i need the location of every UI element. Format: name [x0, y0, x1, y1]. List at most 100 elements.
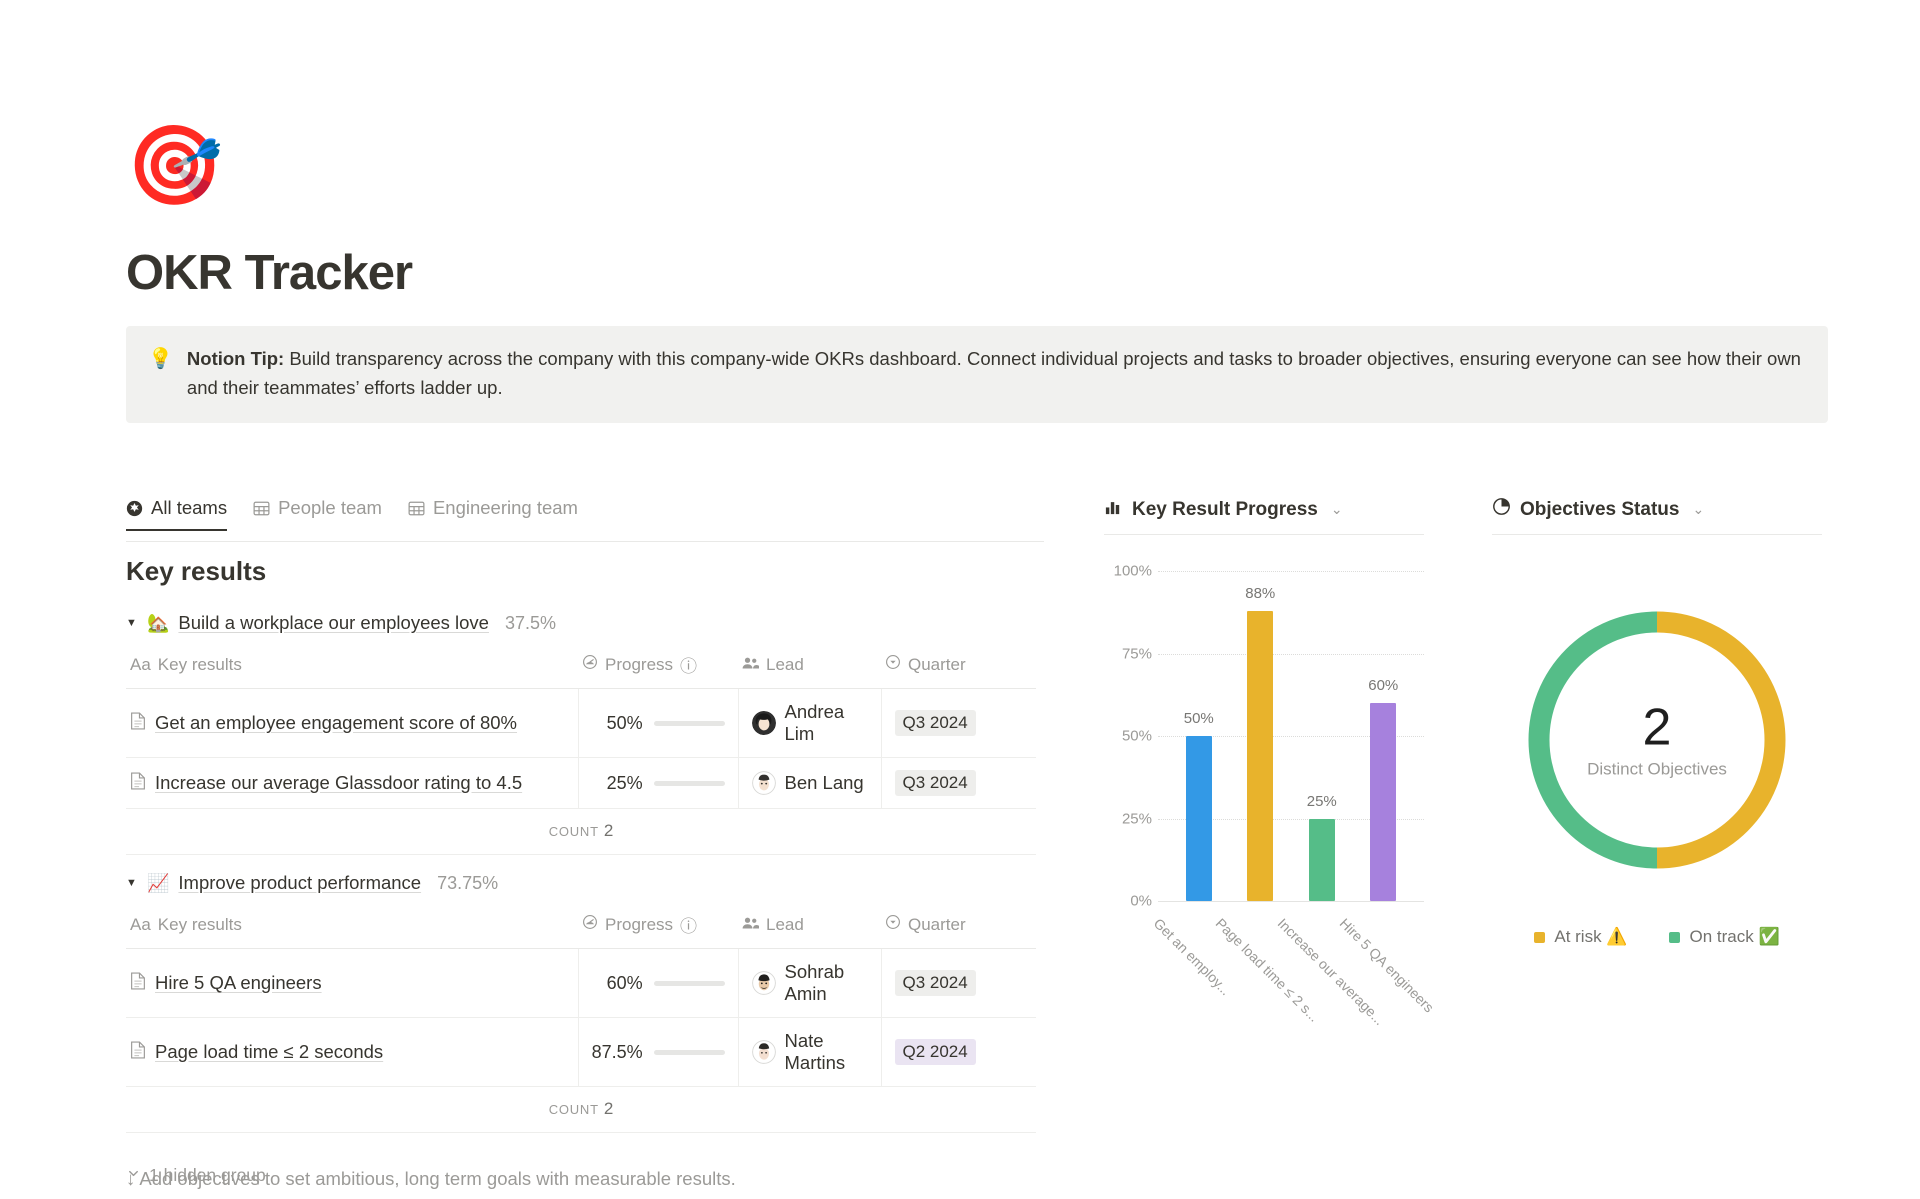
bar-item[interactable]: 88%: [1245, 571, 1275, 901]
cell-key-result[interactable]: Get an employee engagement score of 80%: [126, 688, 579, 758]
count-value: 2: [603, 1099, 614, 1118]
donut-chart: 2 Distinct Objectives: [1492, 575, 1822, 905]
lightbulb-icon: 💡: [148, 348, 173, 370]
cell-lead[interactable]: Sohrab Amin: [738, 948, 882, 1018]
cell-progress[interactable]: 87.5%: [578, 1017, 739, 1087]
table-row[interactable]: Increase our average Glassdoor rating to…: [126, 757, 1036, 809]
y-tick-label: 25%: [1121, 810, 1152, 827]
bar-series: 50% 88% 25% 60%: [1158, 571, 1424, 901]
count-label: COUNT: [548, 1102, 599, 1117]
cell-lead[interactable]: Nate Martins: [738, 1017, 882, 1087]
count-value: 2: [603, 821, 614, 840]
add-objectives-hint[interactable]: ↓ Add objectives to set ambitious, long …: [126, 1168, 736, 1189]
chevron-down-icon[interactable]: ⌄: [1692, 501, 1705, 517]
cell-quarter[interactable]: Q3 2024: [881, 757, 1036, 809]
column-header-progress[interactable]: Progress ⓘ: [578, 646, 738, 689]
progress-label: 60%: [606, 972, 643, 993]
table-icon: [408, 500, 425, 517]
legend-item-at-risk[interactable]: At risk ⚠️: [1534, 927, 1627, 947]
donut-chart-header[interactable]: Objectives Status ⌄: [1492, 497, 1822, 535]
column-label: Quarter: [908, 914, 966, 934]
avatar: [751, 711, 776, 735]
key-result-title[interactable]: Hire 5 QA engineers: [155, 972, 322, 993]
legend-item-on-track[interactable]: On track ✅: [1669, 927, 1780, 947]
group-name[interactable]: Improve product performance: [178, 872, 422, 893]
legend-swatch-on-track: [1669, 931, 1681, 943]
group-table-1: Aa Key results Progress ⓘ Lead Quarter Get…: [126, 646, 1036, 809]
group-header-build-a-workplace[interactable]: ▼ 🏡 Build a workplace our employees love…: [126, 605, 1036, 641]
key-results-heading: Key results: [126, 556, 267, 586]
table-row[interactable]: Page load time ≤ 2 seconds 87.5% Nate Ma…: [126, 1017, 1036, 1087]
chevron-down-icon[interactable]: ▼: [126, 877, 137, 889]
column-header-quarter[interactable]: Quarter: [881, 906, 1036, 949]
column-header-quarter[interactable]: Quarter: [881, 646, 1036, 689]
quarter-badge: Q3 2024: [894, 710, 976, 736]
bar-value-label: 50%: [1183, 710, 1214, 727]
donut-chart-title: Objectives Status: [1520, 498, 1680, 520]
callout-body: Build transparency across the company wi…: [186, 348, 1801, 398]
lead-name: Sohrab Amin: [784, 961, 845, 1004]
tab-all-teams[interactable]: All teams: [126, 497, 228, 531]
text-type-icon: Aa: [130, 654, 151, 674]
hidden-group-toggle[interactable]: 1 hidden group: [126, 1165, 1036, 1186]
group-header-improve-product-performance[interactable]: ▼ 📈 Improve product performance 73.75%: [126, 865, 1036, 901]
key-result-title[interactable]: Get an employee engagement score of 80%: [155, 712, 518, 733]
legend-label: At risk ⚠️: [1554, 927, 1628, 946]
objectives-status-block: Objectives Status ⌄ 2 Distinct Objective…: [1492, 497, 1822, 947]
bar-value-label: 60%: [1368, 677, 1399, 694]
tab-label: All teams: [151, 497, 228, 518]
chevron-down-icon[interactable]: ▼: [126, 617, 137, 629]
tab-people-team[interactable]: People team: [253, 497, 382, 530]
cell-progress[interactable]: 60%: [578, 948, 739, 1018]
people-icon: [742, 655, 759, 675]
people-icon: [742, 915, 759, 935]
column-header-key-results[interactable]: Aa Key results: [126, 646, 578, 689]
donut-center-value: 2: [1642, 698, 1672, 757]
page-title: OKR Tracker: [126, 246, 413, 300]
cell-progress[interactable]: 25%: [578, 757, 739, 809]
group-name[interactable]: Build a workplace our employees love: [178, 612, 489, 633]
info-icon[interactable]: ⓘ: [680, 917, 698, 936]
cell-quarter[interactable]: Q3 2024: [881, 688, 1036, 758]
y-tick-label: 75%: [1121, 645, 1152, 662]
pie-chart-icon: [1492, 497, 1511, 522]
bar-item[interactable]: 60%: [1368, 571, 1399, 901]
legend-swatch-at-risk: [1534, 931, 1546, 943]
bar-item[interactable]: 25%: [1307, 571, 1337, 901]
table-row[interactable]: Get an employee engagement score of 80% …: [126, 688, 1036, 758]
column-header-key-results[interactable]: Aa Key results: [126, 906, 578, 949]
column-label: Key results: [157, 654, 242, 674]
cell-lead[interactable]: Andrea Lim: [738, 688, 882, 758]
bar-chart-header[interactable]: Key Result Progress ⌄: [1104, 497, 1424, 535]
tab-engineering-team[interactable]: Engineering team: [408, 497, 578, 530]
bar-item[interactable]: 50%: [1183, 571, 1214, 901]
column-header-progress[interactable]: Progress ⓘ: [578, 906, 738, 949]
info-icon[interactable]: ⓘ: [680, 657, 698, 676]
cell-quarter[interactable]: Q2 2024: [881, 1017, 1036, 1087]
column-header-lead[interactable]: Lead: [738, 646, 881, 689]
progress-bar: [653, 1049, 725, 1055]
tab-label: People team: [278, 497, 382, 518]
page-emoji-icon[interactable]: 🎯: [126, 121, 224, 209]
y-tick-label: 0%: [1130, 892, 1152, 910]
gauge-icon: [582, 654, 598, 675]
quarter-badge: Q3 2024: [894, 770, 976, 796]
group-percent: 37.5%: [504, 612, 557, 633]
page-icon: [130, 711, 146, 735]
table-row[interactable]: Hire 5 QA engineers 60% Sohrab Amin: [126, 948, 1036, 1018]
group-emoji-icon: 🏡: [147, 612, 170, 633]
chevron-down-icon[interactable]: ⌄: [1330, 501, 1343, 517]
progress-bar: [653, 780, 725, 786]
key-result-title[interactable]: Increase our average Glassdoor rating to…: [155, 772, 523, 793]
bar-chart-icon: [1104, 497, 1123, 522]
cell-key-result[interactable]: Page load time ≤ 2 seconds: [126, 1017, 579, 1087]
cell-lead[interactable]: Ben Lang: [738, 757, 882, 809]
key-result-title[interactable]: Page load time ≤ 2 seconds: [155, 1041, 384, 1062]
cell-quarter[interactable]: Q3 2024: [881, 948, 1036, 1018]
column-header-lead[interactable]: Lead: [738, 906, 881, 949]
cell-key-result[interactable]: Hire 5 QA engineers: [126, 948, 579, 1018]
cell-key-result[interactable]: Increase our average Glassdoor rating to…: [126, 757, 579, 809]
cell-progress[interactable]: 50%: [578, 688, 739, 758]
view-tabs: All teams People team Engineering team: [126, 497, 1044, 542]
